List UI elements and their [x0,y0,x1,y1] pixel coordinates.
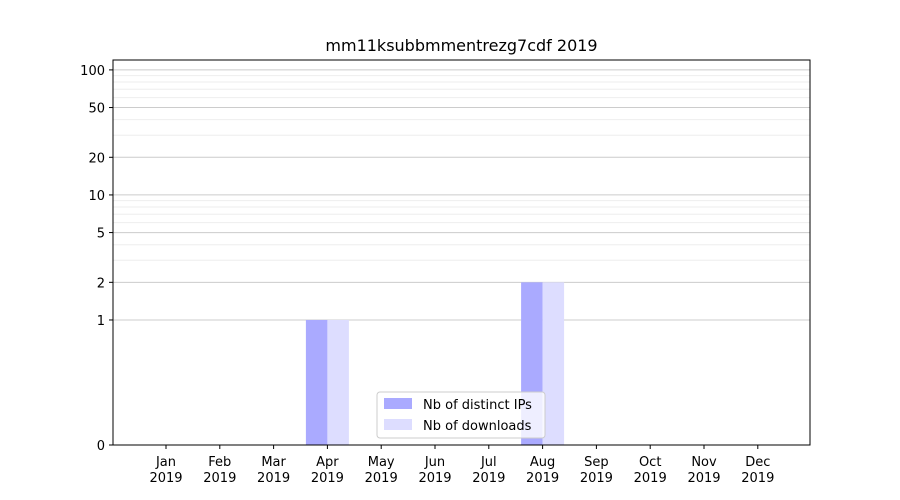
x-tick-label-year: 2019 [203,471,236,486]
y-tick-label: 1 [97,314,105,329]
x-tick-label-month: Jan [155,455,176,470]
y-tick-label: 5 [97,227,105,242]
x-tick-label-month: Oct [639,455,661,470]
x-tick-label-month: Aug [530,455,555,470]
y-tick-label: 100 [80,64,105,79]
bar-distinct-ips [305,319,328,445]
legend-box [376,391,546,439]
legend-swatch-downloads [384,419,412,430]
x-tick-label-year: 2019 [741,471,774,486]
bar-downloads [542,282,565,445]
x-tick-label-month: Jul [480,455,497,470]
x-tick-label-year: 2019 [311,471,344,486]
x-tick-label-month: Mar [261,455,286,470]
x-tick-label-month: Jun [424,455,445,470]
x-tick-label-month: Apr [316,455,339,470]
y-tick-label: 50 [88,102,105,117]
y-tick-label: 0 [97,439,105,454]
x-tick-label-month: Sep [584,455,609,470]
bar-downloads [327,319,349,445]
x-tick-label-year: 2019 [687,471,720,486]
grid [113,69,810,321]
x-tick-label-year: 2019 [149,471,182,486]
x-tick-label-year: 2019 [472,471,505,486]
y-tick-label: 20 [88,151,105,166]
x-tick-label-month: Feb [208,455,231,470]
legend-label-ips: Nb of distinct IPs [423,398,532,413]
y-axis: 0 1 2 5 10 20 50 100 [80,64,113,454]
legend-swatch-ips [384,398,412,409]
x-tick-label-month: May [368,455,395,470]
legend-label-downloads: Nb of downloads [423,419,532,434]
x-tick-label-year: 2019 [365,471,398,486]
y-tick-label: 2 [97,276,105,291]
x-tick-label-year: 2019 [526,471,559,486]
x-tick-label-year: 2019 [257,471,290,486]
y-tick-label: 10 [88,189,105,204]
x-axis: Jan2019Feb2019Mar2019Apr2019May2019Jun20… [149,445,774,486]
plot-frame [112,59,811,446]
x-tick-label-month: Dec [745,455,770,470]
chart-title: mm11ksubbmmentrezg7cdf 2019 [325,36,597,55]
x-tick-label-year: 2019 [634,471,667,486]
x-tick-label-year: 2019 [418,471,451,486]
legend: Nb of distinct IPs Nb of downloads [376,391,546,439]
x-tick-label-year: 2019 [580,471,613,486]
x-tick-label-month: Nov [691,455,717,470]
